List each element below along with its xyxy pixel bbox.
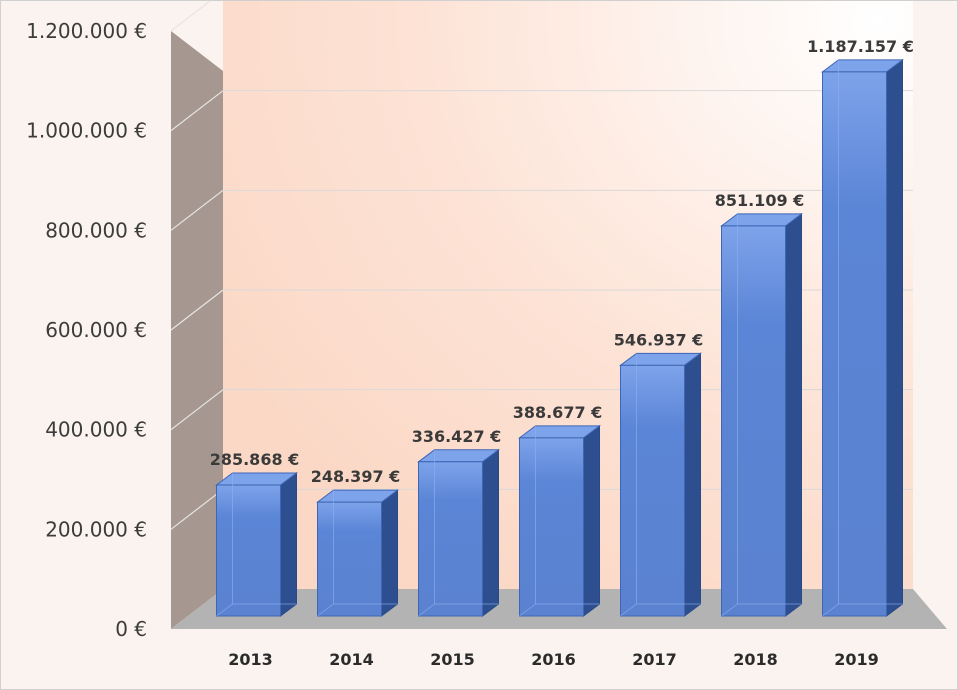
x-tick-label: 2017 — [632, 650, 677, 669]
x-tick-label: 2013 — [228, 650, 273, 669]
bar-inner-edge — [822, 603, 839, 617]
bar-2013 — [216, 484, 281, 617]
gridline-side — [170, 90, 224, 132]
y-tick-label: 1.200.000 € — [26, 19, 147, 43]
x-tick-label: 2016 — [531, 650, 576, 669]
side-wall — [171, 31, 223, 629]
bar-side — [583, 424, 600, 617]
bar-inner-edge — [317, 603, 334, 617]
y-tick-label: 800.000 € — [45, 218, 147, 242]
bar-2017 — [620, 364, 685, 617]
bar-inner-edge — [519, 603, 536, 617]
data-label: 285.868 € — [210, 450, 300, 469]
bar-side — [482, 448, 499, 617]
data-labels: 285.868 € 248.397 € 336.427 € 388.677 € 546.… — [210, 37, 914, 486]
y-axis-ticks: 0 € 200.000 € 400.000 € 600.000 € 800.000 € 1… — [26, 19, 147, 641]
gridline-side — [170, 189, 224, 231]
bars — [215, 58, 904, 617]
data-label: 851.109 € — [715, 191, 805, 210]
y-tick-label: 400.000 € — [45, 418, 147, 442]
x-tick-label: 2014 — [329, 650, 374, 669]
data-label: 388.677 € — [513, 403, 603, 422]
bar-side — [785, 212, 802, 617]
x-tick-label: 2015 — [430, 650, 475, 669]
x-tick-label: 2018 — [733, 650, 778, 669]
bar-2019 — [822, 71, 887, 617]
bar-side — [381, 489, 398, 617]
gridline-side — [170, 488, 224, 530]
bar-2014 — [317, 501, 382, 617]
bar-inner-edge — [216, 603, 233, 617]
x-tick-label: 2019 — [834, 650, 879, 669]
bar-side — [886, 58, 903, 617]
bar-2015 — [418, 461, 483, 617]
bar-inner-edge — [620, 603, 637, 617]
data-label: 336.427 € — [412, 427, 502, 446]
data-label: 546.937 € — [614, 330, 704, 349]
gridline-side — [170, 289, 224, 331]
y-tick-label: 1.000.000 € — [26, 119, 147, 143]
data-label: 248.397 € — [311, 467, 401, 486]
y-tick-label: 0 € — [115, 617, 147, 641]
bar-2018 — [721, 225, 786, 617]
bar-side — [684, 352, 701, 617]
bar-inner-edge — [418, 603, 435, 617]
data-label: 1.187.157 € — [807, 37, 914, 56]
gridline-side — [170, 389, 224, 431]
bar-side — [280, 471, 297, 617]
y-tick-label: 600.000 € — [45, 318, 147, 342]
y-tick-label: 200.000 € — [45, 517, 147, 541]
bar-inner-edge — [721, 603, 738, 617]
bar-2016 — [519, 437, 584, 617]
gridline-side — [170, 1, 211, 32]
x-axis-labels: 2013 2014 2015 2016 2017 2018 2019 — [228, 650, 879, 669]
